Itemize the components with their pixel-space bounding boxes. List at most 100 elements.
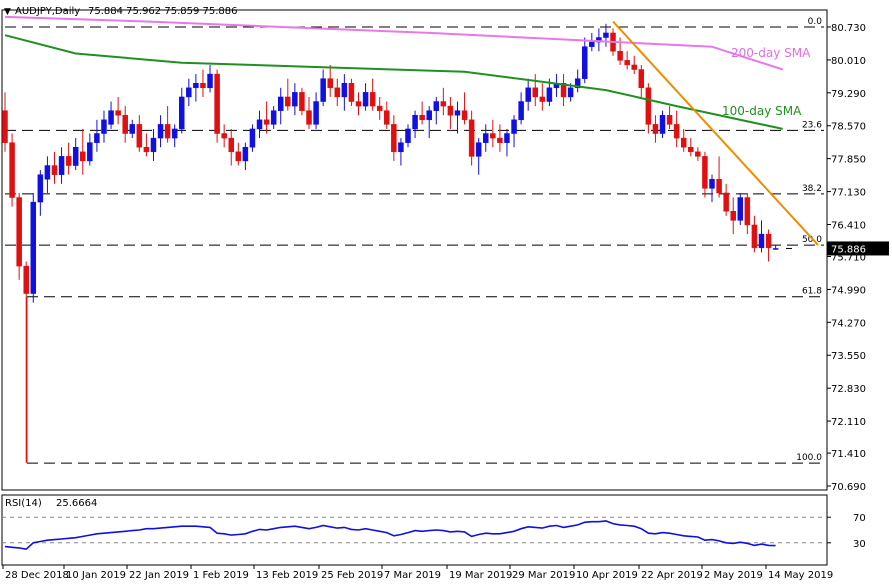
sma100-label: 100-day SMA [722,104,802,118]
candle-body [673,124,680,139]
price-tick-label: 80.730 [831,23,866,34]
candle-body [518,101,524,121]
candle-body [214,73,220,134]
candle-body [468,119,475,157]
candle-body [723,192,729,212]
moving-averages [4,15,819,246]
candle-body [171,128,178,139]
candle-body [80,151,86,162]
candle-body [454,110,461,116]
date-tick-label: 19 Mar 2019 [449,570,512,581]
candle-body [511,119,517,134]
candle-body [122,114,128,134]
candle-body [504,133,510,143]
candle-body [143,146,150,153]
candle-body [355,101,362,107]
current-price-tag [827,241,889,256]
price-tick-label: 75.710 [831,253,866,264]
main-plot-border [1,9,828,491]
fib-level-label: 0.0 [808,17,823,27]
candle-body [157,124,164,139]
candle-body [483,133,489,143]
candle-body [546,87,553,102]
rsi-label: RSI(14) [5,498,42,509]
candle-body [461,110,468,121]
candle-body [475,142,482,157]
candle-body [51,165,58,175]
candle-body [617,50,623,61]
candle-body [256,119,263,130]
candle-body [433,101,440,111]
date-tick-label: 14 May 2019 [768,570,833,581]
candle-body [320,78,326,102]
candle-body [709,178,715,189]
candle-body [730,210,736,221]
candle-body [136,124,143,148]
candle-body [9,142,15,198]
candle-body [334,87,341,98]
price-tick-label: 72.110 [831,417,866,428]
candle-body [150,137,157,153]
price-axis: 80.730 80.010 79.290 78.570 77.850 77.130 76.4… [786,23,889,493]
candle-body [58,156,65,175]
candle-body [751,224,758,249]
candle-body [129,124,136,134]
candle-body [589,41,595,47]
candle-body [581,46,588,79]
candle-body [765,233,772,249]
candle-body [398,142,404,153]
header-ohlc: 75.884 75.962 75.859 75.886 [88,6,238,17]
price-tick-label: 74.270 [831,318,866,329]
candle-body [313,101,319,125]
candle-body [376,105,383,111]
main-panel-frame [1,9,828,491]
header-symbol: AUDJPY,Daily [15,6,80,17]
candle-body [87,142,93,162]
fib-level-label: 61.8 [802,287,822,297]
candle-body [560,82,567,98]
candle-body [327,78,333,89]
fibonacci-levels: 0.0 23.6 38.2 50.0 61.8 100.0 [5,17,824,464]
candle-body [716,178,722,194]
candle-body [292,92,298,107]
date-tick-label: 25 Feb 2019 [321,570,383,581]
candle-body [193,82,199,89]
date-tick-label: 10 Apr 2019 [576,570,638,581]
candle-body [341,82,348,98]
fib-level-label: 23.6 [802,120,822,130]
candle-body [603,32,609,38]
header-triangle-icon[interactable]: ▼ [4,7,11,17]
candle-body [772,248,779,250]
sma200-line [4,15,784,71]
rsi-plot-border [1,494,828,566]
candle-body [384,110,390,125]
price-tick-label: 70.690 [831,482,866,493]
candle-body [348,82,355,102]
candle-body [369,92,376,107]
candle-body [299,92,305,111]
price-tick-label: 72.830 [831,384,866,395]
fib-level-label: 38.2 [802,184,822,194]
candle-body [574,78,581,89]
rsi-panel: 70 30 [1,494,866,566]
price-tick-label: 80.010 [831,56,866,67]
candle-body [108,110,114,125]
date-tick-label: 22 Apr 2019 [641,570,703,581]
candle-body [426,110,432,121]
candle-body [306,110,312,125]
candle-body [270,110,277,125]
candle-body [23,265,29,294]
rsi-line [4,520,776,551]
candle-body [702,156,708,189]
candle-body [207,73,213,89]
date-tick-label: 22 Jan 2019 [129,570,189,581]
candle-body [2,110,8,143]
price-tick-label: 76.410 [831,220,866,231]
candle-body [645,87,652,125]
candle-body [200,82,206,89]
candle-body [249,128,256,148]
rsi-value: 25.6664 [56,498,97,509]
candle-body [164,124,171,139]
